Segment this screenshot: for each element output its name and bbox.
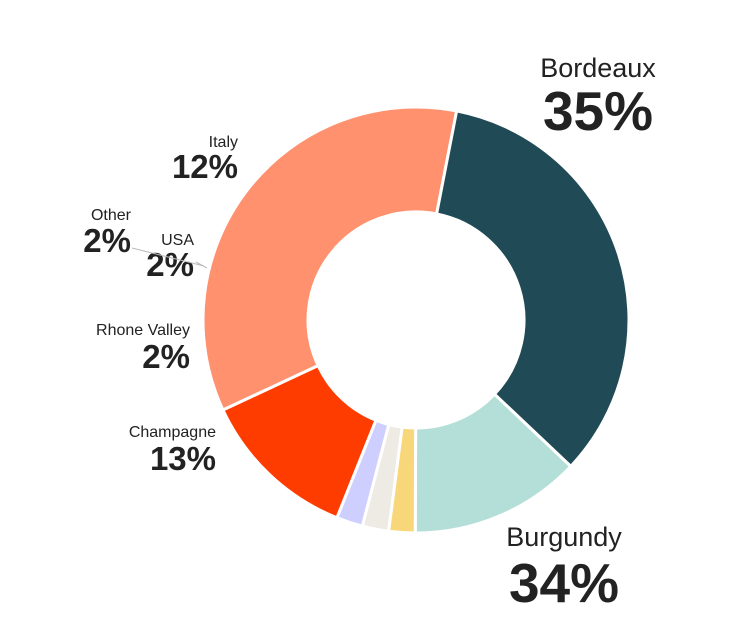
value-champagne: 13% <box>150 440 216 477</box>
value-rhone-valley: 2% <box>142 338 190 375</box>
label-usa: USA <box>161 232 194 249</box>
slice-bordeaux <box>201 105 459 413</box>
leader-other <box>131 247 205 267</box>
slice-italy <box>220 363 378 520</box>
label-rhone-valley: Rhone Valley <box>96 322 190 339</box>
label-burgundy: Burgundy <box>506 522 622 552</box>
leader-usa <box>195 261 208 269</box>
value-usa: 2% <box>146 246 194 283</box>
value-bordeaux: 35% <box>543 80 653 142</box>
label-other: Other <box>91 207 132 224</box>
label-champagne: Champagne <box>129 424 216 441</box>
value-italy: 12% <box>172 148 238 185</box>
value-other: 2% <box>83 222 131 259</box>
slice-burgundy <box>434 109 631 469</box>
slices <box>201 105 631 535</box>
value-burgundy: 34% <box>509 552 619 614</box>
label-italy: Italy <box>209 134 238 151</box>
label-bordeaux: Bordeaux <box>540 53 656 83</box>
